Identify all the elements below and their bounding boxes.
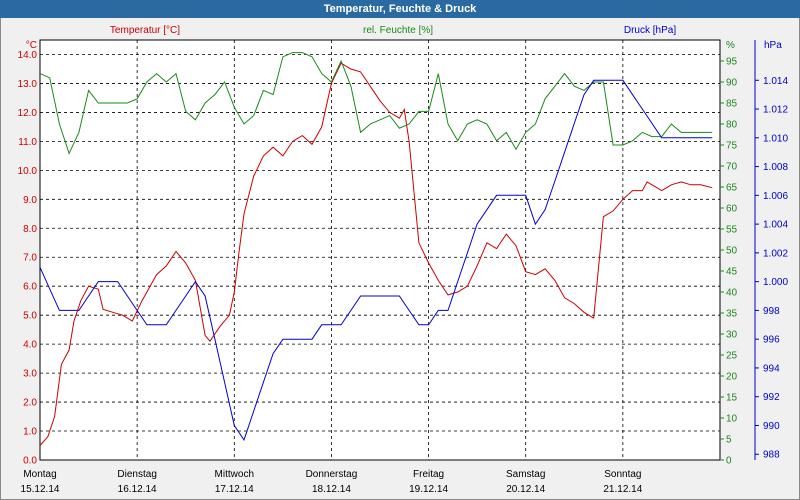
pressure-tick-label: 1.010	[763, 133, 788, 144]
pressure-axis: 988 990 992 994 996 998 1.000 1.002 1.004 1.006 1.…	[754, 40, 788, 461]
day-label: Samstag	[506, 469, 545, 480]
humidity-tick-label: 25	[726, 351, 738, 362]
humidity-tick-label: 40	[726, 288, 738, 299]
humidity-tick-label: 50	[726, 246, 738, 257]
pressure-tick-label: 988	[763, 450, 780, 461]
date-label: 15.12.14	[21, 484, 60, 495]
pressure-unit-label: hPa	[764, 40, 782, 51]
date-label: 16.12.14	[118, 484, 157, 495]
humidity-series-line	[39, 52, 713, 155]
day-label: Donnerstag	[306, 469, 358, 480]
pressure-tick-label: 1.008	[763, 162, 788, 173]
temperature-tick-label: 10.0	[18, 166, 38, 177]
pressure-tick-label: 994	[763, 363, 780, 374]
temperature-tick-label: 12.0	[18, 108, 38, 119]
pressure-series-line	[39, 79, 713, 442]
day-label: Freitag	[413, 469, 444, 480]
plot-area	[39, 39, 721, 461]
temperature-tick-label: 6.0	[23, 282, 37, 293]
date-label: 17.12.14	[215, 484, 254, 495]
humidity-tick-label: 90	[726, 78, 738, 89]
humidity-tick-label: 15	[726, 393, 738, 404]
chart-title: Temperatur, Feuchte & Druck	[0, 0, 800, 18]
humidity-tick-label: 10	[726, 414, 738, 425]
day-label: Mittwoch	[215, 469, 254, 480]
pressure-tick-label: 1.004	[763, 220, 788, 231]
humidity-tick-label: 60	[726, 204, 738, 215]
humidity-tick-label: 20	[726, 372, 738, 383]
date-label: 19.12.14	[409, 484, 448, 495]
temperature-tick-label: 4.0	[23, 340, 37, 351]
humidity-axis: 0 5 10 15 20 25 30 35 40 45 50 55 60 65 70 75 80 85 90 95	[720, 57, 738, 467]
temperature-tick-label: 14.0	[18, 50, 38, 61]
humidity-unit-label: %	[726, 40, 735, 51]
temperature-series-line	[39, 62, 713, 446]
time-axis: Montag 15.12.14 Dienstag 16.12.14 Mittwoch 17…	[21, 469, 643, 495]
temperature-tick-label: 3.0	[23, 369, 37, 380]
humidity-tick-label: 30	[726, 330, 738, 341]
day-label: Sonntag	[604, 469, 641, 480]
pressure-tick-label: 1.014	[763, 76, 788, 87]
pressure-tick-label: 1.002	[763, 248, 788, 259]
temperature-tick-label: 0.0	[23, 456, 37, 467]
temperature-axis-title: Temperatur [°C]	[110, 25, 180, 36]
day-label: Dienstag	[117, 469, 156, 480]
date-label: 18.12.14	[312, 484, 351, 495]
humidity-tick-label: 0	[726, 456, 732, 467]
pressure-tick-label: 998	[763, 306, 780, 317]
day-label: Montag	[23, 469, 56, 480]
pressure-axis-title: Druck [hPa]	[624, 25, 676, 36]
temperature-tick-label: 13.0	[18, 79, 38, 90]
date-label: 21.12.14	[603, 484, 642, 495]
humidity-axis-title: rel. Feuchte [%]	[363, 25, 433, 36]
humidity-tick-label: 65	[726, 183, 738, 194]
pressure-tick-label: 996	[763, 335, 780, 346]
date-label: 20.12.14	[506, 484, 545, 495]
temperature-axis: 0.0 1.0 2.0 3.0 4.0 5.0 6.0 7.0 8.0 9.0 10.0 11.0 12…	[18, 50, 38, 467]
temperature-tick-label: 1.0	[23, 427, 37, 438]
pressure-tick-label: 1.006	[763, 191, 788, 202]
temperature-tick-label: 2.0	[23, 398, 37, 409]
humidity-tick-label: 95	[726, 57, 738, 68]
humidity-tick-label: 45	[726, 267, 738, 278]
series-layer	[39, 52, 713, 446]
pressure-tick-label: 990	[763, 421, 780, 432]
humidity-tick-label: 5	[726, 435, 732, 446]
humidity-tick-label: 75	[726, 141, 738, 152]
temperature-tick-label: 7.0	[23, 253, 37, 264]
humidity-tick-label: 85	[726, 99, 738, 110]
temperature-tick-label: 5.0	[23, 311, 37, 322]
temperature-tick-label: 11.0	[18, 137, 37, 148]
humidity-tick-label: 80	[726, 120, 738, 131]
humidity-tick-label: 55	[726, 225, 738, 236]
temperature-unit-label: °C	[26, 40, 37, 51]
temperature-tick-label: 9.0	[23, 195, 37, 206]
humidity-tick-label: 70	[726, 162, 738, 173]
humidity-tick-label: 35	[726, 309, 738, 320]
pressure-tick-label: 1.012	[763, 105, 788, 116]
pressure-tick-label: 992	[763, 392, 780, 403]
pressure-tick-label: 1.000	[763, 277, 788, 288]
temperature-tick-label: 8.0	[23, 224, 37, 235]
